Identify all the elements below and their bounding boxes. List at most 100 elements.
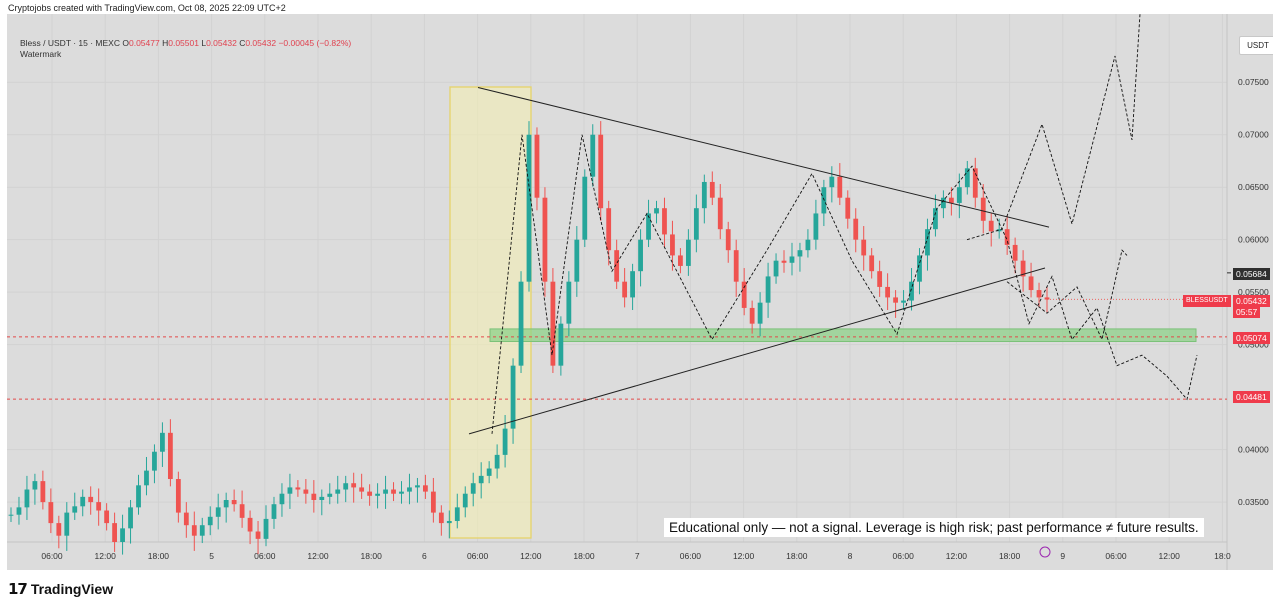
candle-body xyxy=(797,250,803,257)
currency-button[interactable]: USDT xyxy=(1239,36,1273,55)
support-zone xyxy=(489,328,1197,343)
candle-body xyxy=(1012,244,1018,261)
price-chart[interactable]: 0.07500 0.07000 0.06500 0.06000 0.05500 0.050… xyxy=(7,14,1273,570)
watermark-label: Watermark xyxy=(20,49,62,59)
candle-body xyxy=(446,521,452,524)
candle-body xyxy=(383,489,388,494)
low-label: L xyxy=(201,38,207,48)
candle-body xyxy=(359,487,365,492)
disclaimer-note: Educational only — not a signal. Leverag… xyxy=(664,518,1204,537)
high-label: H xyxy=(162,38,169,48)
candle-body xyxy=(964,168,970,188)
candle-body xyxy=(56,523,62,536)
chart-area[interactable]: 0.07500 0.07000 0.06500 0.06000 0.05500 0.050… xyxy=(7,14,1273,570)
tradingview-wordmark: TradingView xyxy=(30,581,114,597)
candle-body xyxy=(510,365,516,429)
candle-body xyxy=(709,181,715,198)
level-badge-04481: 0.04481 xyxy=(1233,391,1270,403)
level-badge-05684: 0.05684 xyxy=(1233,268,1270,280)
x-tick-label: 06:00 xyxy=(893,551,915,561)
x-tick-label: 18:00 xyxy=(361,551,383,561)
candle-body xyxy=(837,176,843,198)
x-tick-label: 06:00 xyxy=(467,551,489,561)
candle-body xyxy=(279,493,285,505)
candle-body xyxy=(917,255,922,282)
candle-body xyxy=(749,307,755,324)
candle-body xyxy=(175,479,181,513)
candle-body xyxy=(152,451,157,471)
candle-body xyxy=(8,514,14,516)
candle-body xyxy=(367,491,373,496)
x-tick-label: 9 xyxy=(1060,551,1065,561)
candle-body xyxy=(263,518,269,539)
tradingview-logo[interactable]: 𝟭𝟳 TradingView xyxy=(8,580,113,598)
candle-body xyxy=(494,454,500,469)
candle-body xyxy=(630,271,635,298)
candle-body xyxy=(470,483,476,494)
candle-body xyxy=(247,517,253,532)
x-tick-label: 06:00 xyxy=(41,551,63,561)
candle-body xyxy=(662,208,667,235)
open-label: O xyxy=(122,38,129,48)
candle-body xyxy=(853,218,859,240)
candle-body xyxy=(948,197,954,203)
candle-body xyxy=(24,489,30,508)
low-value: 0.05432 xyxy=(206,38,237,48)
candle-body xyxy=(88,496,94,503)
candle-body xyxy=(430,491,436,513)
open-value: 0.05477 xyxy=(128,38,160,48)
candle-body xyxy=(885,286,891,298)
breakout-highlight-zone xyxy=(449,86,532,539)
candle-body xyxy=(757,302,763,324)
x-tick-label: 06:00 xyxy=(1105,551,1127,561)
candle-body xyxy=(542,197,548,282)
candle-body xyxy=(741,281,747,308)
candle-body xyxy=(415,485,420,488)
candle-body xyxy=(1028,276,1034,291)
candle-body xyxy=(72,506,78,513)
candle-body xyxy=(582,176,588,240)
candle-body xyxy=(48,502,54,524)
candle-body xyxy=(96,502,102,511)
candle-body xyxy=(685,239,691,266)
candle-body xyxy=(693,208,699,240)
triangle-upper-line xyxy=(477,86,1050,228)
candle-body xyxy=(980,197,986,221)
candle-body xyxy=(996,229,1002,232)
candle-body xyxy=(351,483,357,488)
candle-body xyxy=(590,134,596,177)
candle-body xyxy=(478,475,484,484)
candle-body xyxy=(717,197,723,230)
x-tick-label: 06:00 xyxy=(254,551,276,561)
y-tick-label: 0.05000 xyxy=(1238,340,1269,350)
lightning-icon xyxy=(1039,546,1051,558)
candle-body xyxy=(255,531,261,539)
candle-body xyxy=(64,512,70,536)
projection-path-1 xyxy=(491,134,1198,434)
candle-body xyxy=(893,297,898,303)
candle-body xyxy=(423,485,428,492)
countdown-badge: 05:57 xyxy=(1233,306,1261,318)
candle-body xyxy=(869,255,875,272)
x-tick-label: 12:00 xyxy=(946,551,968,561)
candle-body xyxy=(486,468,492,476)
candle-body xyxy=(502,428,508,455)
candle-body xyxy=(518,281,524,366)
candle-body xyxy=(646,213,651,240)
x-tick-label: 12:00 xyxy=(307,551,329,561)
candle-body xyxy=(215,507,221,517)
y-tick-label: 0.04000 xyxy=(1238,445,1269,455)
candle-body xyxy=(909,281,914,301)
candle-body xyxy=(407,487,412,492)
candle-body xyxy=(534,134,540,198)
candle-body xyxy=(167,432,173,480)
candle-body xyxy=(622,281,628,298)
candle-body xyxy=(335,489,341,494)
candle-body xyxy=(462,493,468,508)
candle-body xyxy=(765,276,771,303)
projection-path-3 xyxy=(1006,249,1128,341)
level-badge-05074: 0.05074 xyxy=(1233,332,1270,344)
candle-body xyxy=(319,496,325,501)
y-tick-label: 0.06500 xyxy=(1238,182,1269,192)
last-price-badge: 0.05432 xyxy=(1233,295,1270,307)
